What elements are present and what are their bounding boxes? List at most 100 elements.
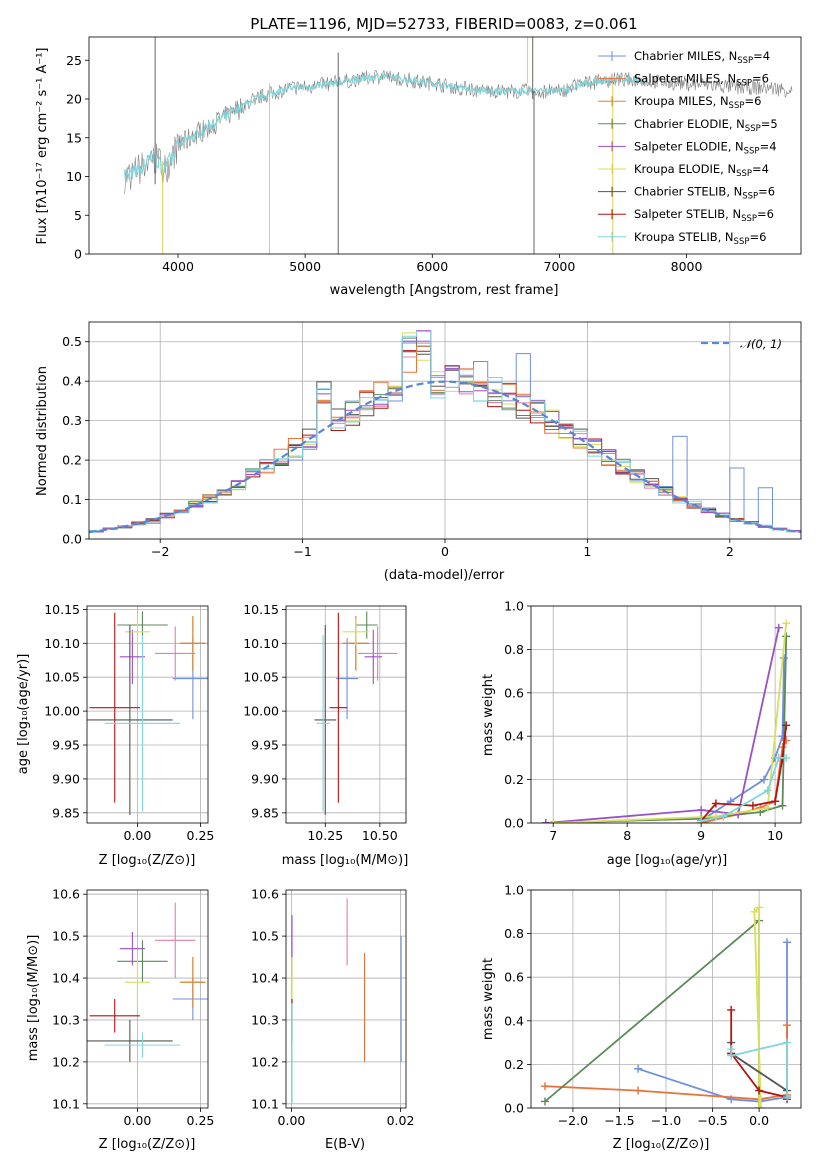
errorbar-point [155, 902, 196, 979]
x-tick-label: 1 [583, 544, 591, 559]
y-tick-label: 5 [74, 208, 82, 223]
x-tick-label: 4000 [162, 259, 194, 274]
legend-label-sub: SSP [741, 214, 757, 224]
errorbar-point [117, 940, 168, 983]
axes-frame [530, 889, 802, 1109]
errorbar-point [364, 629, 382, 684]
legend-label-sub: SSP [729, 101, 745, 111]
x-tick-label: −2 [151, 544, 169, 559]
axes-frame [86, 605, 209, 824]
legend-label-sub: SSP [736, 79, 752, 89]
x-tick-label: 0.00 [278, 1113, 306, 1128]
y-tick-label: 10 [66, 169, 82, 184]
y-tick-label: 9.85 [52, 805, 80, 820]
spectrum-title: PLATE=1196, MJD=52733, FIBERID=0083, z=0… [250, 15, 637, 33]
errorbar-point [329, 612, 348, 803]
errorbar-point [89, 999, 140, 1033]
weight-series-point [634, 1086, 643, 1095]
legend-label-suffix: =6 [749, 230, 766, 244]
axes-4: 7 8 9 10 0.0 0.2 0.4 0.6 0.8 1.0 [504, 599, 802, 843]
weight-series-point [778, 743, 787, 752]
axes-frame [285, 889, 407, 1109]
plot-area [541, 619, 791, 823]
weight-series-point [727, 1005, 736, 1014]
y-tick-label: 10.3 [52, 1012, 80, 1027]
weight-series-point [783, 938, 792, 947]
weight-series-line [730, 1009, 788, 1098]
errorbar-point [314, 624, 337, 815]
weight-series-point [783, 1093, 792, 1102]
y-tick-label: 10.05 [243, 670, 279, 685]
legend-label-suffix: =6 [744, 94, 761, 108]
legend-label-sub: SSP [734, 237, 750, 247]
model-spectrum-kroupa-stelib [124, 72, 648, 182]
legend-label-suffix: =4 [760, 139, 777, 153]
legend-label: Kroupa STELIB, NSSP=6 [634, 230, 766, 247]
errorbar-point [119, 629, 145, 684]
residual-xlabel: (data-model)/error [384, 568, 505, 583]
y-tick-label: 10.00 [44, 704, 80, 719]
mass-z-ylabel: mass [log₁₀(M/M⊙)] [26, 935, 41, 1062]
weight-series-point [778, 801, 787, 810]
legend-label: Kroupa MILES, NSSP=6 [634, 94, 761, 111]
axes-2: 0.00 0.25 9.85 9.90 9.95 10.00 10.05 10.10 10.15 [44, 602, 214, 843]
y-tick-label: 0.8 [504, 926, 524, 941]
weight-series-point [779, 654, 788, 663]
ebv-xlabel: E(B-V) [325, 1137, 365, 1152]
y-tick-label: 1.0 [504, 599, 524, 614]
axes-frame [530, 605, 802, 824]
legend-label-suffix: =4 [752, 162, 769, 176]
legend-label-sub: SSP [744, 146, 760, 156]
y-tick-label: 0.4 [504, 1013, 524, 1028]
normal-curve [89, 380, 801, 534]
y-tick-label: 15 [66, 130, 82, 145]
legend-label-text: Kroupa MILES, N [634, 94, 729, 108]
weight-series-point [774, 753, 783, 762]
axes-7: −2.0 −1.5 −1.0 −0.5 0.0 0.0 0.2 0.4 0.6 0.8 1.0 [504, 883, 802, 1128]
weight-series-line [545, 636, 788, 823]
x-tick-label: 6000 [416, 259, 448, 274]
axes-5: 0.00 0.25 10.1 10.2 10.3 10.4 10.5 10.6 [52, 887, 214, 1128]
weight-series-point [782, 619, 791, 628]
errorbar-point [358, 626, 398, 681]
x-tick-label: 7 [549, 828, 557, 843]
plot-area [540, 903, 792, 1108]
y-tick-label: 0.4 [62, 374, 82, 389]
weight-series-point [540, 1082, 549, 1091]
y-tick-label: 0.8 [504, 642, 524, 657]
plot-area [314, 611, 398, 815]
legend-label-text: Kroupa STELIB, N [634, 230, 734, 244]
weight-series-line [544, 918, 760, 1108]
weight-series-point [783, 1038, 792, 1047]
spectrum-ylabel: Flux [fλ10⁻¹⁷ erg cm⁻² s⁻¹ A⁻¹] [35, 48, 50, 245]
errorbar-point [124, 618, 151, 646]
weight-series-point [748, 801, 757, 810]
weight-series-point [756, 1104, 765, 1108]
errorbar-point [89, 612, 140, 803]
x-tick-label: 10.50 [362, 828, 398, 843]
weight-series-point [697, 805, 706, 814]
plot-area [87, 902, 208, 1062]
errorbar-point [104, 1032, 181, 1058]
weight-age-ylabel: mass weight [481, 674, 496, 756]
x-tick-label: 2 [726, 544, 734, 559]
spectrum-xlabel: wavelength [Angstrom, rest frame] [330, 283, 559, 298]
y-tick-label: 0.4 [504, 729, 524, 744]
y-tick-label: 10.6 [251, 887, 279, 902]
errorbar-point [316, 635, 330, 812]
age-z-ylabel: age [log₁₀(age/yr)] [16, 654, 31, 775]
y-tick-label: 9.90 [52, 771, 80, 786]
weight-series-point [763, 803, 772, 812]
weight-series-point [750, 907, 759, 916]
legend-label-suffix: =5 [761, 117, 778, 131]
x-tick-label: 5000 [289, 259, 321, 274]
errorbar-point [336, 637, 358, 720]
legend-label-suffix: =6 [758, 185, 775, 199]
x-tick-label: 0.25 [187, 1113, 215, 1128]
weight-series-point [541, 819, 550, 823]
legend-label-text: Kroupa ELODIE, N [634, 162, 736, 176]
weight-series-point [783, 1021, 792, 1030]
weight-series-line [545, 627, 780, 823]
legend-label-text: Salpeter STELIB, N [634, 207, 741, 221]
y-tick-label: 9.85 [251, 805, 279, 820]
